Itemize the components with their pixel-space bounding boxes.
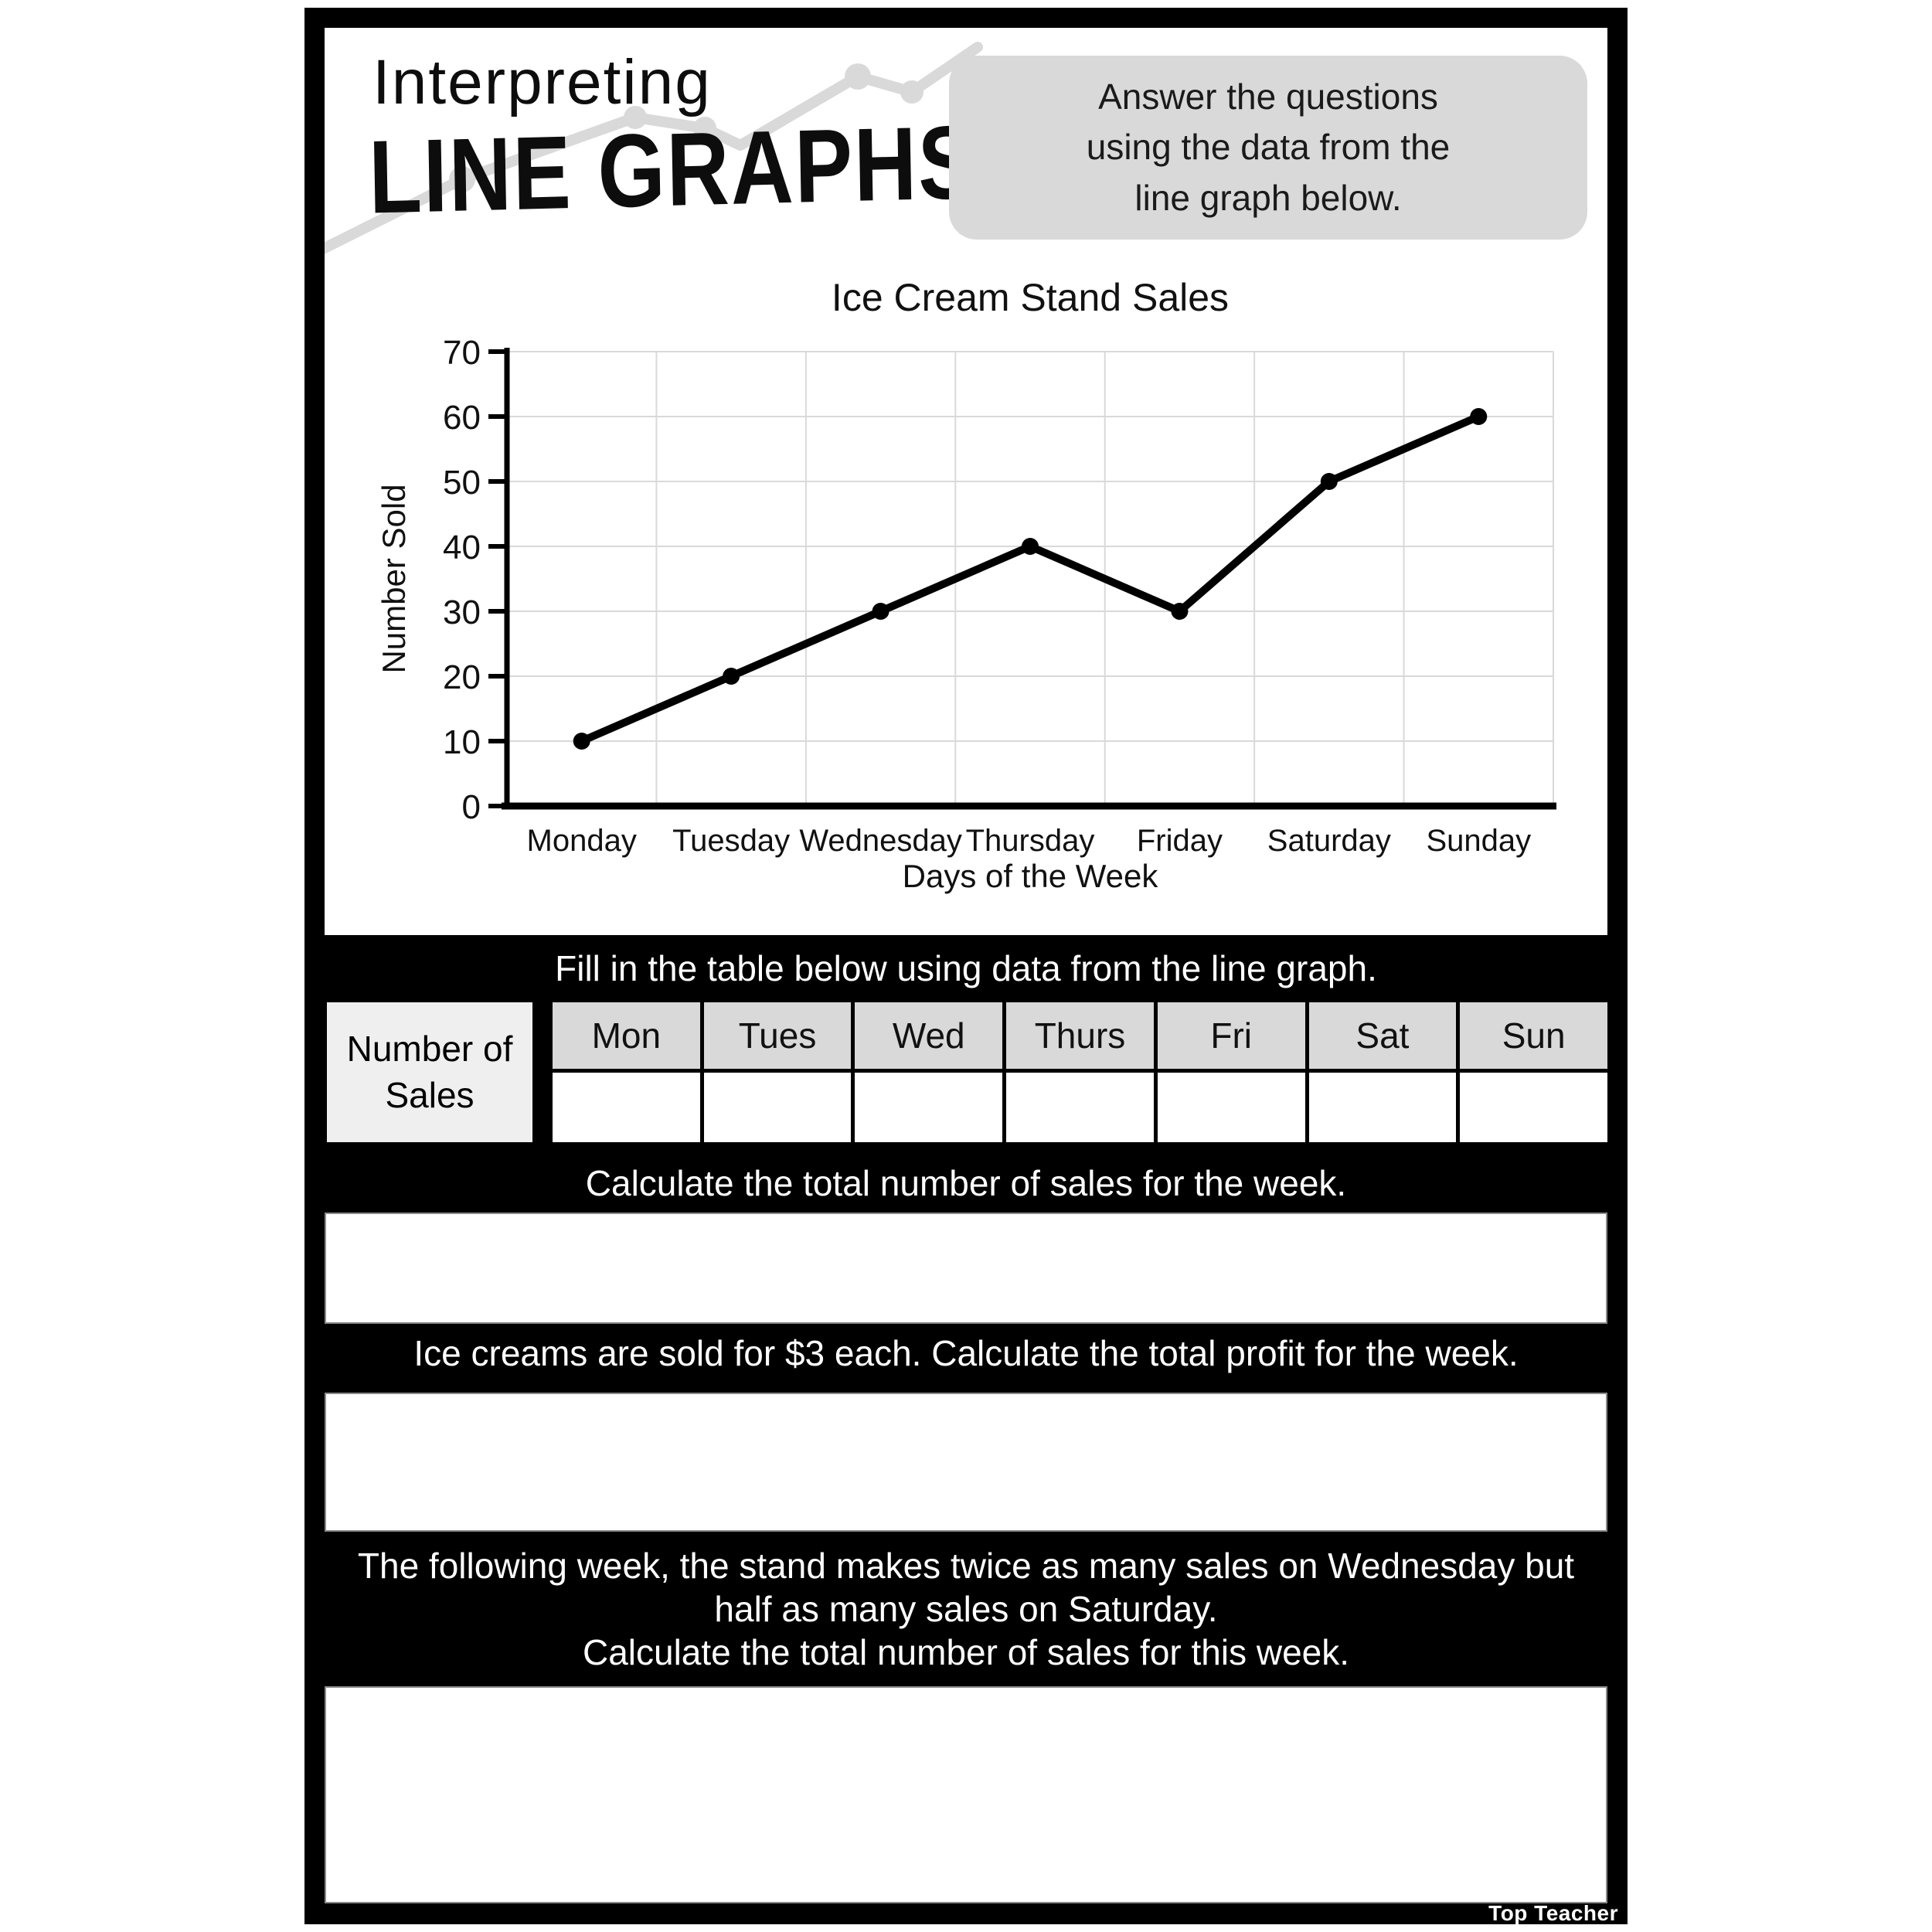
day-header-row: Mon Tues Wed Thurs Fri Sat Sun [553, 1002, 1607, 1069]
data-point-friday [1171, 603, 1189, 620]
table-prompt-bar: Fill in the table below using data from … [555, 948, 1377, 988]
worksheet-page: Interpreting LINE GRAPHS Answer the ques… [304, 8, 1628, 1925]
sales-cell-sun[interactable] [1460, 1073, 1607, 1142]
worksheet-title-line2: LINE GRAPHS [368, 104, 978, 236]
row-header-line: Number of [346, 1028, 513, 1069]
data-point-monday [573, 733, 590, 750]
y-tick-label: 10 [443, 723, 481, 761]
sales-cell-wed[interactable] [855, 1073, 1003, 1142]
y-axis-label: Number Sold [376, 484, 412, 673]
day-cells-row [553, 1073, 1607, 1142]
instruction-line: line graph below. [1134, 177, 1402, 218]
sales-cell-mon[interactable] [553, 1073, 700, 1142]
answer-box-total-profit[interactable] [325, 1393, 1607, 1532]
data-point-tuesday [723, 668, 740, 685]
x-axis-label: Days of the Week [903, 858, 1159, 894]
question-3-line: Calculate the total number of sales for … [582, 1632, 1350, 1672]
day-header-fri: Fri [1157, 1002, 1305, 1069]
data-point-wednesday [872, 603, 889, 620]
sales-cell-fri[interactable] [1157, 1073, 1305, 1142]
instruction-line: Answer the questions [1098, 77, 1438, 117]
instruction-line: using the data from the [1086, 127, 1451, 168]
day-header-thurs: Thurs [1006, 1002, 1154, 1069]
y-tick-label: 0 [462, 788, 481, 826]
x-tick-label: Friday [1137, 824, 1223, 858]
day-header-sat: Sat [1308, 1002, 1457, 1069]
y-tick-label: 20 [443, 658, 481, 696]
day-header-sun: Sun [1460, 1002, 1607, 1069]
day-header-mon: Mon [553, 1002, 700, 1069]
sales-cell-tues[interactable] [703, 1073, 852, 1142]
instruction-box: Answer the questions using the data from… [949, 56, 1587, 240]
sales-cell-thurs[interactable] [1006, 1073, 1154, 1142]
x-tick-label: Thursday [966, 824, 1095, 858]
y-tick-label: 70 [443, 334, 481, 372]
x-tick-label: Tuesday [672, 824, 790, 858]
sales-cell-sat[interactable] [1308, 1073, 1457, 1142]
line-chart: Ice Cream Stand Sales 0 10 20 30 40 50 60 70 Mond… [376, 276, 1556, 894]
chart-title: Ice Cream Stand Sales [832, 276, 1229, 319]
x-tick-label: Sunday [1426, 824, 1531, 858]
sales-line [577, 413, 1483, 745]
header-and-chart-panel: Interpreting LINE GRAPHS Answer the ques… [325, 28, 1607, 935]
x-tick-label: Monday [527, 824, 637, 858]
day-header-tues: Tues [703, 1002, 852, 1069]
answer-box-total-sales[interactable] [325, 1213, 1607, 1324]
question-1-bar: Calculate the total number of sales for … [585, 1163, 1347, 1203]
x-tick-label: Saturday [1267, 824, 1391, 858]
y-tick-label: 60 [443, 399, 481, 437]
question-3-line: half as many sales on Saturday. [714, 1589, 1218, 1629]
top-teacher-watermark: Top Teacher [1488, 1901, 1618, 1925]
worksheet-title-line1: Interpreting [372, 47, 712, 117]
y-tick-label: 50 [443, 464, 481, 502]
y-tick-label: 30 [443, 594, 481, 631]
data-point-saturday [1320, 473, 1338, 490]
decorative-line-graph-art [325, 42, 983, 254]
data-point-sunday [1470, 408, 1488, 425]
answer-box-next-week-sales[interactable] [325, 1686, 1607, 1903]
data-point-thursday [1022, 538, 1039, 555]
question-2-bar: Ice creams are sold for $3 each. Calcula… [413, 1333, 1519, 1373]
x-tick-label: Wednesday [799, 824, 962, 858]
question-3-bar: The following week, the stand makes twic… [325, 1544, 1607, 1674]
row-header-line: Sales [385, 1074, 474, 1115]
day-header-wed: Wed [855, 1002, 1003, 1069]
question-3-line: The following week, the stand makes twic… [357, 1546, 1575, 1586]
table-row-header: Number of Sales [327, 1002, 532, 1142]
y-tick-label: 40 [443, 529, 481, 566]
